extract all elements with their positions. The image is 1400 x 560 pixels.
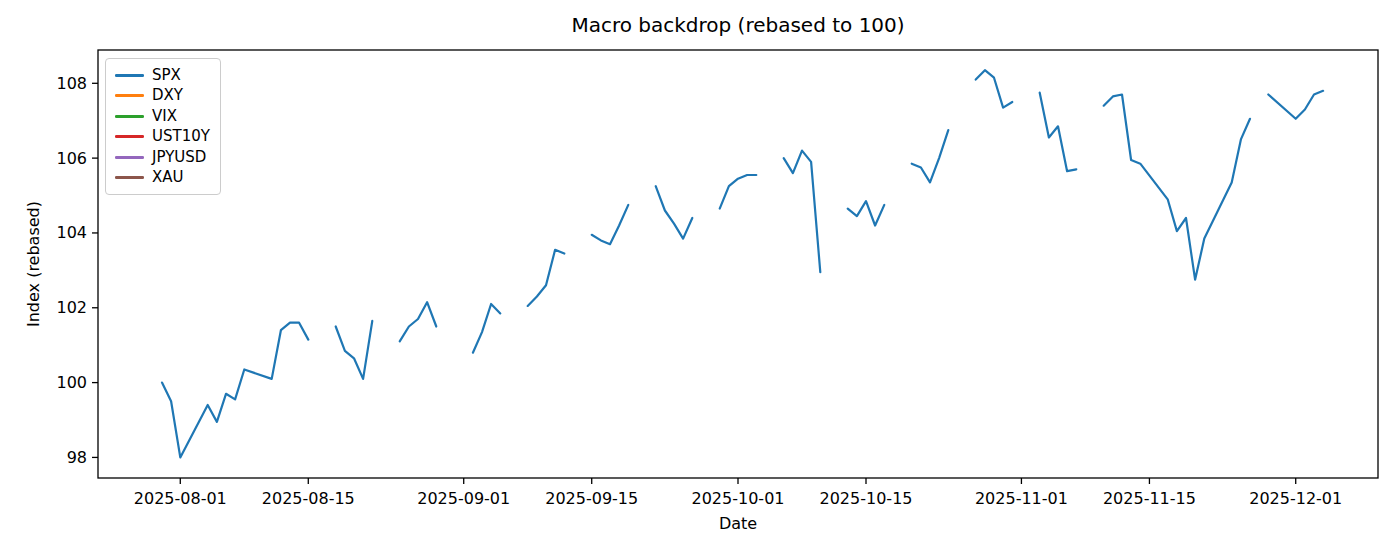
x-tick-label: 2025-10-01	[692, 489, 785, 508]
spx-line	[912, 130, 949, 182]
spx-line	[976, 70, 1013, 107]
y-tick-label: 104	[56, 223, 87, 242]
x-tick-label: 2025-10-15	[820, 489, 913, 508]
legend-swatch-jpyusd	[115, 156, 144, 159]
x-tick-label: 2025-08-15	[262, 489, 355, 508]
y-tick-label: 98	[67, 448, 87, 467]
legend-label: JPYUSD	[152, 150, 206, 165]
spx-line	[473, 304, 500, 353]
spx-line	[848, 201, 885, 225]
legend-item-spx: SPX	[115, 65, 210, 86]
x-tick-label: 2025-12-01	[1249, 489, 1342, 508]
spx-line	[1104, 95, 1250, 280]
legend-label: VIX	[152, 109, 177, 124]
x-axis-label: Date	[98, 514, 1378, 533]
spx-line	[1268, 91, 1323, 119]
legend: SPX DXY VIX UST10Y JPYUSD XAU	[105, 58, 221, 195]
legend-item-vix: VIX	[115, 106, 210, 127]
y-tick-label: 108	[56, 74, 87, 93]
y-tick-label: 102	[56, 298, 87, 317]
legend-swatch-xau	[115, 176, 144, 179]
x-tick-label: 2025-08-01	[134, 489, 227, 508]
plot-border	[98, 50, 1378, 478]
x-tick-label: 2025-11-01	[975, 489, 1068, 508]
spx-line	[720, 175, 757, 209]
legend-label: DXY	[152, 88, 183, 103]
spx-line	[528, 250, 565, 306]
legend-swatch-vix	[115, 115, 144, 118]
spx-line	[162, 323, 308, 458]
legend-item-jpyusd: JPYUSD	[115, 147, 210, 168]
spx-line	[656, 186, 693, 238]
legend-item-dxy: DXY	[115, 86, 210, 107]
spx-line	[592, 205, 629, 244]
legend-swatch-dxy	[115, 94, 144, 97]
x-tick-label: 2025-09-15	[545, 489, 638, 508]
spx-line	[1040, 93, 1077, 172]
legend-swatch-spx	[115, 74, 144, 77]
legend-label: SPX	[152, 68, 181, 83]
legend-item-xau: XAU	[115, 168, 210, 189]
spx-line	[336, 321, 373, 379]
spx-line	[784, 151, 821, 273]
legend-swatch-ust10y	[115, 135, 144, 138]
y-tick-label: 106	[56, 149, 87, 168]
legend-label: UST10Y	[152, 129, 210, 144]
spx-line	[400, 302, 437, 341]
x-tick-label: 2025-09-01	[417, 489, 510, 508]
y-tick-label: 100	[56, 373, 87, 392]
y-axis-label: Index (rebased)	[24, 201, 43, 327]
x-tick-label: 2025-11-15	[1103, 489, 1196, 508]
legend-label: XAU	[152, 170, 184, 185]
legend-item-ust10y: UST10Y	[115, 127, 210, 148]
